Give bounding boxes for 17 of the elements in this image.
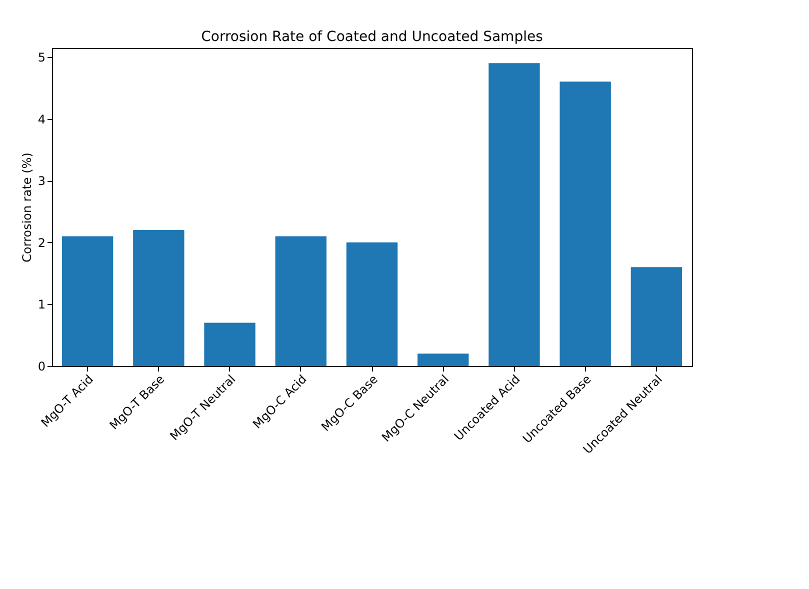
y-axis-title: Corrosion rate (%) [20,152,34,262]
bar [133,230,184,366]
bar [275,236,326,366]
y-tick-label: 1 [38,298,46,312]
y-tick-label: 4 [38,112,46,126]
bar [488,63,540,366]
y-tick-label: 0 [38,360,46,374]
bar [204,322,256,366]
bar [418,354,469,366]
y-tick-label: 2 [38,236,46,250]
bar [630,267,682,366]
bar [346,242,398,366]
y-tick-label: 3 [38,174,46,188]
bar [560,82,611,366]
chart-title: Corrosion Rate of Coated and Uncoated Samples [201,29,543,45]
bar [62,236,114,366]
y-tick-label: 5 [38,50,46,64]
